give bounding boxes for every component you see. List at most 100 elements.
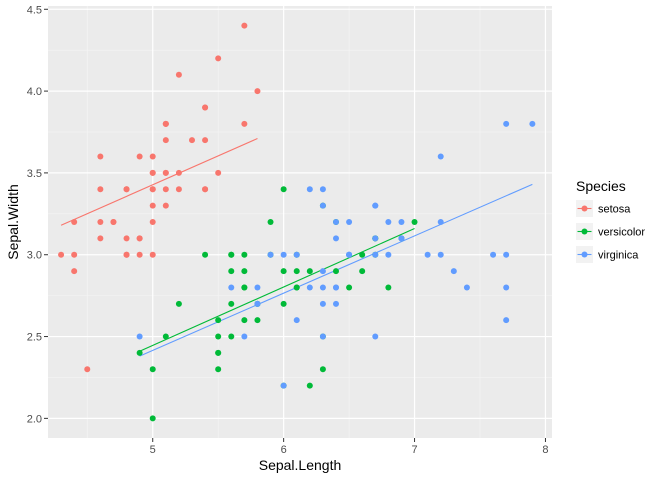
point-virginica (503, 120, 510, 127)
point-virginica (280, 382, 287, 389)
point-setosa (149, 251, 156, 258)
y-tick-label: 4.5 (27, 4, 42, 16)
point-setosa (241, 120, 248, 127)
legend-keys: setosa versicolor virginica (576, 200, 645, 263)
point-virginica (319, 268, 326, 275)
point-versicolor (162, 333, 169, 340)
point-virginica (437, 251, 444, 258)
point-setosa (254, 88, 261, 95)
point-versicolor (228, 268, 235, 275)
point-setosa (149, 186, 156, 193)
point-versicolor (385, 284, 392, 291)
point-versicolor (175, 300, 182, 307)
point-versicolor (359, 251, 366, 258)
point-setosa (136, 235, 143, 242)
point-setosa (241, 22, 248, 29)
point-virginica (450, 268, 457, 275)
point-versicolor (202, 251, 209, 258)
y-tick-label: 2.5 (27, 332, 42, 344)
legend-key-point (581, 205, 588, 212)
y-tick-label: 3.5 (27, 168, 42, 180)
point-virginica (228, 284, 235, 291)
point-setosa (149, 202, 156, 209)
point-virginica (306, 186, 313, 193)
point-setosa (136, 153, 143, 160)
point-setosa (123, 235, 130, 242)
point-virginica (319, 186, 326, 193)
point-virginica (503, 251, 510, 258)
point-setosa (97, 186, 104, 193)
point-versicolor (319, 366, 326, 373)
point-virginica (333, 219, 339, 225)
point-setosa (215, 169, 222, 176)
point-setosa (71, 219, 78, 225)
point-setosa (162, 137, 169, 144)
point-setosa (149, 153, 156, 160)
y-tick-label: 3.0 (27, 250, 42, 262)
point-setosa (162, 120, 169, 127)
major-gridlines (48, 6, 552, 438)
point-virginica (346, 251, 353, 258)
point-virginica (254, 284, 261, 291)
point-virginica (319, 202, 326, 209)
point-virginica (136, 333, 143, 340)
point-setosa (175, 71, 182, 78)
point-versicolor (215, 349, 222, 356)
point-virginica (503, 317, 510, 324)
point-versicolor (293, 284, 300, 291)
point-virginica (319, 333, 326, 340)
point-virginica (437, 153, 444, 160)
point-virginica (241, 333, 248, 340)
point-virginica (490, 251, 497, 258)
point-setosa (97, 153, 104, 160)
point-versicolor (241, 268, 248, 275)
y-tick-label: 4.0 (27, 86, 42, 98)
point-virginica (372, 333, 379, 340)
legend-label-virginica: virginica (598, 250, 639, 262)
point-setosa (162, 202, 169, 209)
point-virginica (503, 284, 510, 291)
point-virginica (372, 251, 379, 258)
point-virginica (372, 202, 379, 209)
point-virginica (385, 251, 392, 258)
point-versicolor (149, 366, 156, 373)
point-virginica (267, 251, 274, 258)
point-virginica (333, 284, 339, 291)
point-setosa (58, 251, 65, 258)
point-setosa (215, 55, 222, 62)
point-setosa (97, 235, 104, 242)
legend-label-versicolor: versicolor (598, 227, 645, 239)
point-virginica (280, 251, 287, 258)
point-versicolor (215, 366, 222, 373)
point-versicolor (280, 300, 287, 307)
point-versicolor (359, 268, 366, 275)
point-virginica (398, 235, 405, 242)
point-virginica (319, 284, 326, 291)
fit-line-setosa (60, 138, 258, 226)
point-versicolor (411, 219, 418, 225)
point-setosa (123, 186, 130, 193)
point-setosa (110, 219, 117, 225)
legend-title: Species (576, 178, 626, 194)
point-virginica (385, 219, 392, 225)
point-versicolor (293, 268, 300, 275)
plot-panel (48, 6, 552, 438)
x-tick-label: 7 (411, 444, 417, 456)
y-tick-label: 2.0 (27, 413, 42, 425)
data-points (58, 22, 536, 422)
legend: Species setosa versicolor virginica (576, 178, 645, 263)
point-versicolor (149, 415, 156, 422)
point-versicolor (215, 317, 222, 324)
point-versicolor (280, 186, 287, 193)
x-axis-title: Sepal.Length (259, 457, 342, 473)
point-virginica (437, 219, 444, 225)
x-axis-ticks: 5 6 7 8 (150, 438, 549, 456)
point-setosa (162, 186, 169, 193)
point-versicolor (228, 333, 235, 340)
legend-key-point (581, 228, 588, 235)
point-setosa (162, 169, 169, 176)
point-setosa (202, 104, 209, 111)
y-axis-ticks: 2.0 2.5 3.0 3.5 4.0 4.5 (27, 4, 48, 425)
point-setosa (202, 137, 209, 144)
